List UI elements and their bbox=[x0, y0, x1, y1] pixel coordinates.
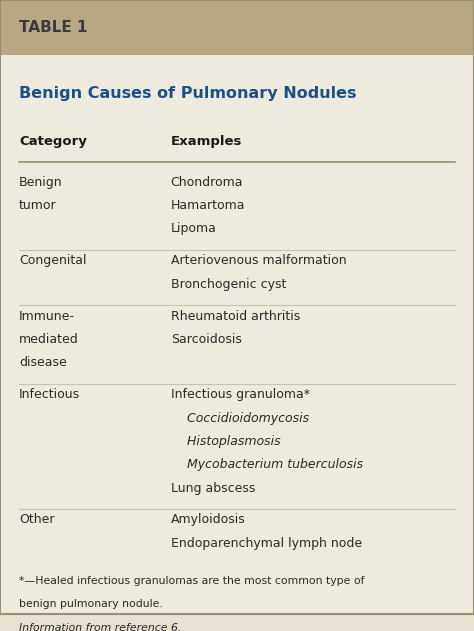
Text: Coccidioidomycosis: Coccidioidomycosis bbox=[171, 411, 309, 425]
Text: Other: Other bbox=[19, 514, 55, 526]
Text: Endoparenchymal lymph node: Endoparenchymal lymph node bbox=[171, 537, 362, 550]
Text: Benign: Benign bbox=[19, 175, 63, 189]
Text: *—Healed infectious granulomas are the most common type of: *—Healed infectious granulomas are the m… bbox=[19, 576, 365, 586]
Text: Rheumatoid arthritis: Rheumatoid arthritis bbox=[171, 310, 300, 322]
Text: TABLE 1: TABLE 1 bbox=[19, 20, 88, 35]
FancyBboxPatch shape bbox=[0, 0, 474, 56]
Text: Examples: Examples bbox=[171, 135, 242, 148]
Text: Hamartoma: Hamartoma bbox=[171, 199, 245, 212]
Text: Histoplasmosis: Histoplasmosis bbox=[171, 435, 280, 448]
Text: Amyloidosis: Amyloidosis bbox=[171, 514, 246, 526]
Text: disease: disease bbox=[19, 357, 67, 369]
Text: Lung abscess: Lung abscess bbox=[171, 481, 255, 495]
Text: mediated: mediated bbox=[19, 333, 79, 346]
Text: Infectious: Infectious bbox=[19, 388, 80, 401]
Text: Immune-: Immune- bbox=[19, 310, 75, 322]
FancyBboxPatch shape bbox=[0, 56, 474, 614]
Text: Bronchogenic cyst: Bronchogenic cyst bbox=[171, 278, 286, 291]
Text: Arteriovenous malformation: Arteriovenous malformation bbox=[171, 254, 346, 268]
Text: Infectious granuloma*: Infectious granuloma* bbox=[171, 388, 310, 401]
Text: Sarcoidosis: Sarcoidosis bbox=[171, 333, 242, 346]
Text: benign pulmonary nodule.: benign pulmonary nodule. bbox=[19, 599, 163, 610]
Text: Lipoma: Lipoma bbox=[171, 222, 217, 235]
Text: Information from reference 6.: Information from reference 6. bbox=[19, 623, 182, 631]
Text: Mycobacterium tuberculosis: Mycobacterium tuberculosis bbox=[171, 458, 363, 471]
Text: Chondroma: Chondroma bbox=[171, 175, 243, 189]
Text: tumor: tumor bbox=[19, 199, 56, 212]
Text: Congenital: Congenital bbox=[19, 254, 86, 268]
Text: Benign Causes of Pulmonary Nodules: Benign Causes of Pulmonary Nodules bbox=[19, 86, 356, 101]
Text: Category: Category bbox=[19, 135, 87, 148]
